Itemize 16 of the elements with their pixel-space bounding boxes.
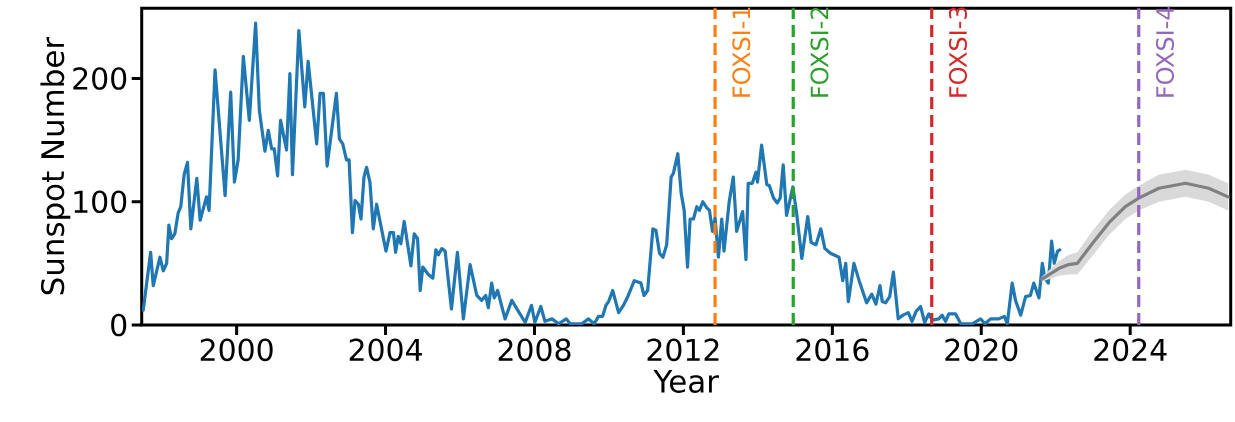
y-axis-title: Sunspot Number (40, 36, 71, 295)
x-tick-label: 2008 (498, 338, 571, 362)
x-tick-label: 2016 (796, 338, 869, 362)
y-tick-label: 100 (74, 190, 127, 214)
ref-line-label: FOXSI-4 (1155, 6, 1175, 97)
ref-line-label: FOXSI-3 (948, 7, 968, 97)
x-tick-label: 2024 (1094, 338, 1167, 362)
x-tick-label: 2000 (200, 338, 273, 362)
x-tick-label: 2012 (647, 338, 719, 362)
x-tick-label: 2004 (349, 338, 422, 362)
y-tick-label: 200 (73, 67, 127, 90)
y-tick-label: 0 (111, 313, 127, 337)
ref-line-label: FOXSI-1 (732, 7, 751, 97)
ref-line-label: FOXSI-2 (810, 7, 829, 97)
x-tick-label: 2020 (945, 338, 1018, 362)
x-axis-title: Year (653, 369, 719, 393)
